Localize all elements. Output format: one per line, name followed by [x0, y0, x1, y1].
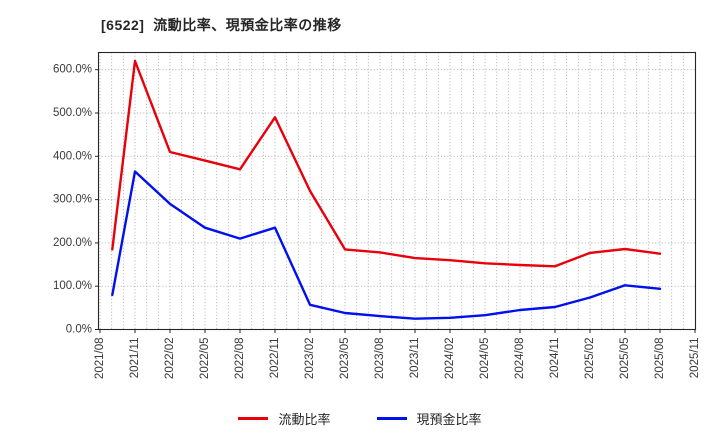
x-tick-label: 2024/11: [549, 338, 561, 379]
y-tick-label: 500.0%: [53, 107, 92, 119]
x-tick-label: 2023/02: [304, 338, 316, 380]
x-tick-label: 2025/05: [619, 338, 631, 380]
x-tick-label: 2025/08: [654, 338, 666, 380]
x-tick-label: 2022/08: [234, 338, 246, 380]
x-tick-label: 2021/11: [129, 338, 141, 379]
x-tick-label: 2023/05: [339, 338, 351, 380]
x-tick-label: 2023/11: [409, 338, 421, 379]
legend-item-cash-ratio: 現預金比率: [376, 409, 482, 428]
legend-label-cash-ratio: 現預金比率: [416, 411, 482, 427]
x-tick-label: 2025/11: [689, 338, 701, 379]
legend-item-current-ratio: 流動比率: [238, 409, 331, 428]
y-tick-label: 100.0%: [53, 280, 92, 292]
y-tick-label: 300.0%: [53, 194, 92, 206]
x-tick-label: 2024/05: [479, 338, 491, 380]
y-tick-label: 0.0%: [66, 324, 92, 336]
legend-swatch-cash-ratio: [376, 416, 407, 420]
x-tick-label: 2022/02: [164, 338, 176, 380]
series-line-cash-ratio: [111, 170, 662, 320]
page-title: [6522] 流動比率、現預金比率の推移: [101, 17, 342, 33]
legend: 流動比率 現預金比率: [0, 405, 720, 431]
x-tick-label: 2024/02: [444, 338, 456, 380]
x-tick-label: 2022/11: [269, 338, 281, 379]
legend-label-current-ratio: 流動比率: [278, 411, 331, 427]
y-tick-label: 600.0%: [53, 64, 92, 76]
x-tick-label: 2022/05: [199, 338, 211, 380]
plot-border: [97, 51, 697, 331]
y-tick-label: 200.0%: [53, 237, 92, 249]
series-line-current-ratio: [111, 59, 662, 268]
y-tick-label: 400.0%: [53, 150, 92, 162]
x-tick-label: 2025/02: [584, 338, 596, 380]
x-tick-label: 2021/08: [94, 338, 106, 380]
x-tick-label: 2023/08: [374, 338, 386, 380]
x-tick-label: 2024/08: [514, 338, 526, 380]
legend-swatch-current-ratio: [238, 416, 269, 420]
